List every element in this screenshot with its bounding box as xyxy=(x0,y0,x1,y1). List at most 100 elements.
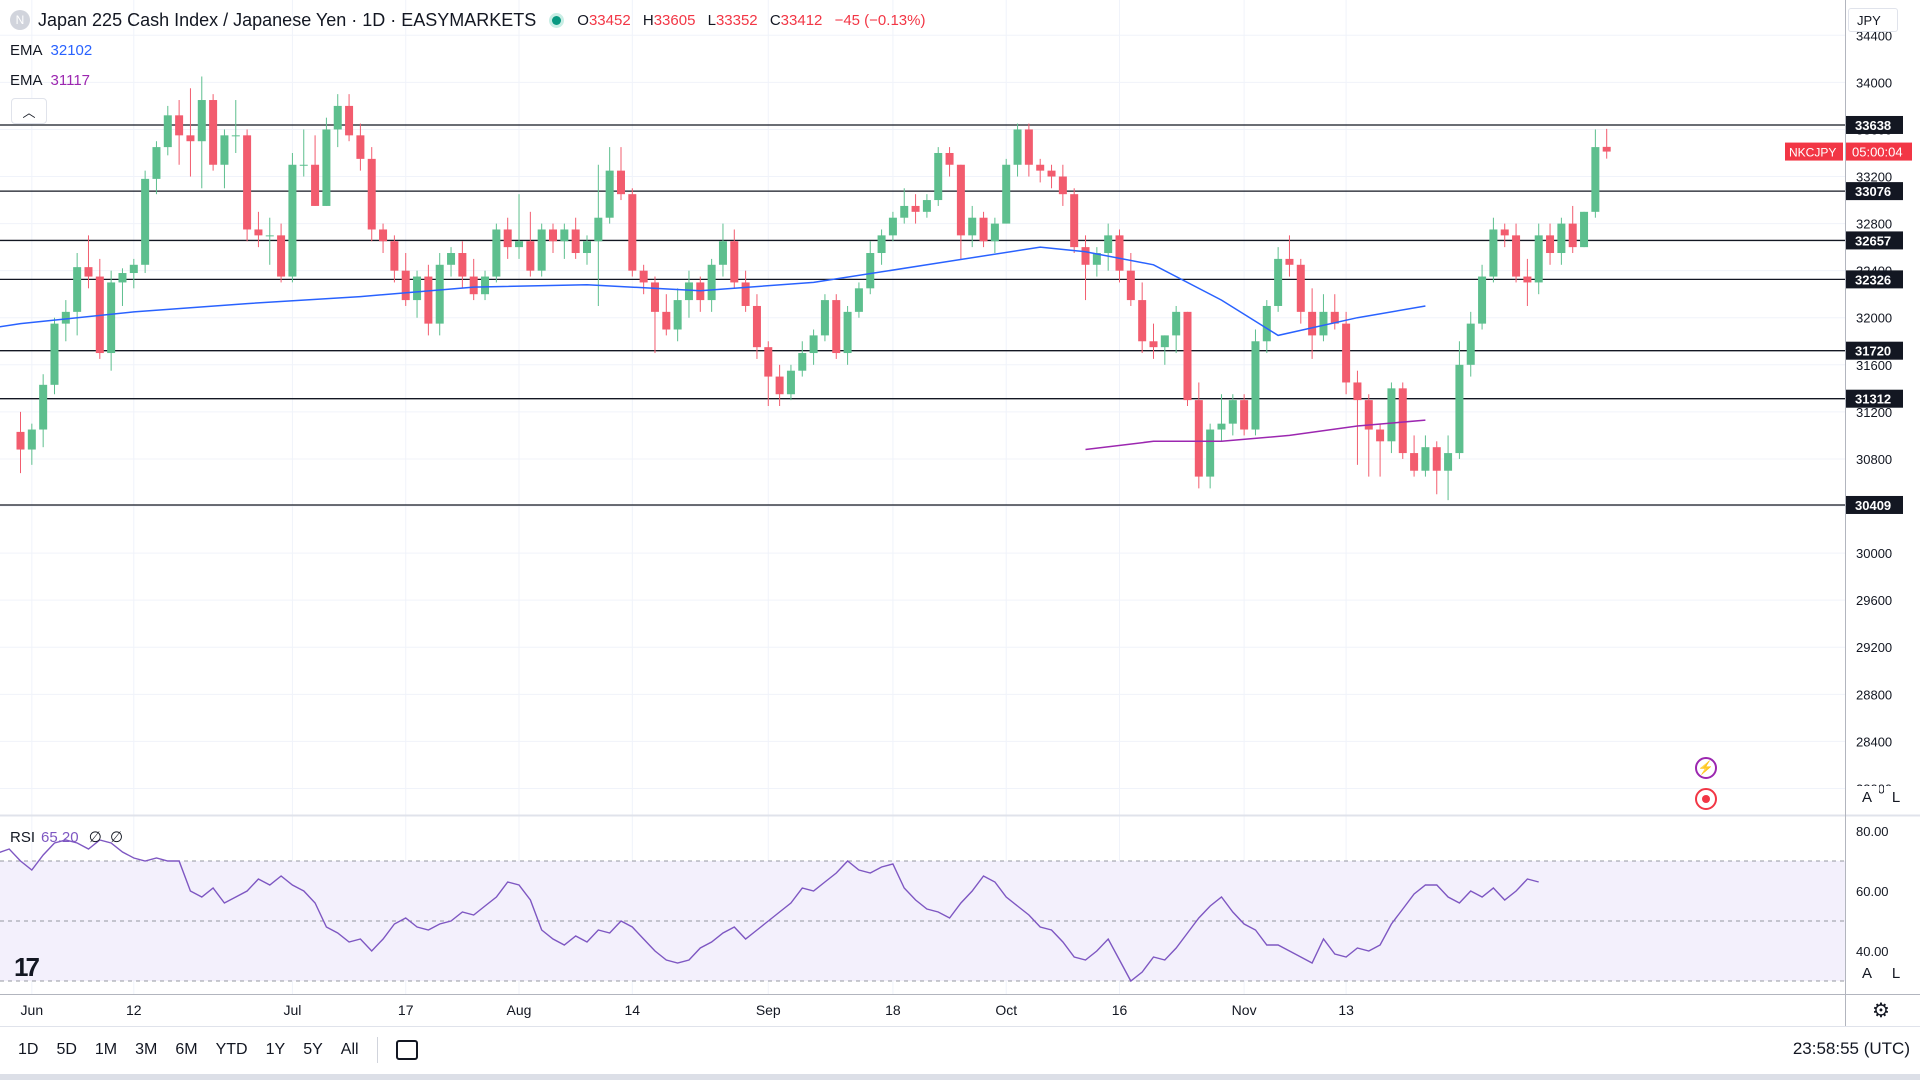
rsi-tick-label: 60.00 xyxy=(1856,884,1889,899)
range-3m[interactable]: 3M xyxy=(135,1041,158,1058)
chart-header: N Japan 225 Cash Index / Japanese Yen · … xyxy=(10,9,933,31)
ema-legend-slow[interactable]: EMA 31117 xyxy=(10,72,91,89)
price-tick-label: 28400 xyxy=(1856,734,1892,749)
candle-body xyxy=(866,253,875,289)
auto-scale-button-main[interactable]: A xyxy=(1855,786,1879,808)
log-scale-button-rsi[interactable]: L xyxy=(1884,962,1908,984)
price-tick-label: 28800 xyxy=(1856,687,1892,702)
range-ytd[interactable]: YTD xyxy=(215,1041,248,1058)
range-5y[interactable]: 5Y xyxy=(303,1041,323,1058)
lightning-icon[interactable]: ⚡ xyxy=(1695,757,1717,779)
time-tick-label: 12 xyxy=(126,1002,142,1018)
candle-body xyxy=(1262,305,1271,342)
symbol-title[interactable]: Japan 225 Cash Index / Japanese Yen · 1D… xyxy=(38,9,537,30)
candle-body xyxy=(356,135,365,159)
candle-body xyxy=(1126,270,1135,301)
candle-body xyxy=(786,370,795,395)
price-tick-label: 34400 xyxy=(1856,28,1892,43)
candle-body xyxy=(1591,147,1600,212)
candle-body xyxy=(1274,258,1283,306)
candle-body xyxy=(1364,400,1373,430)
rsi-legend[interactable]: RSI 65.20 ∅ ∅ xyxy=(10,829,124,846)
candle-body xyxy=(254,229,263,236)
candle-body xyxy=(1376,429,1385,442)
level-axis-box xyxy=(1846,182,1903,201)
time-tick-label: Oct xyxy=(995,1002,1017,1018)
candle-body xyxy=(277,235,286,277)
candle-body xyxy=(1092,253,1101,265)
range-all[interactable]: All xyxy=(340,1041,359,1058)
candle-body xyxy=(752,305,761,348)
auto-scale-button-rsi[interactable]: A xyxy=(1855,962,1879,984)
symbol-logo-icon: N xyxy=(10,10,30,30)
time-tick-label: 13 xyxy=(1338,1002,1354,1018)
chevron-up-icon: ︿ xyxy=(22,104,36,120)
candle-body xyxy=(968,217,977,236)
candle-body xyxy=(1013,129,1022,165)
price-tick-label: 31200 xyxy=(1856,405,1892,420)
candle-body xyxy=(1342,323,1351,383)
candle-body xyxy=(1228,400,1237,424)
collapse-legend-button[interactable]: ︿ xyxy=(11,98,47,124)
currency-selector[interactable]: JPY xyxy=(1848,8,1898,32)
record-icon[interactable] xyxy=(1695,788,1717,810)
price-tick-label: 30800 xyxy=(1856,452,1892,467)
ema-slow-line xyxy=(1085,419,1426,451)
symbol-tag-label: NKCJPY xyxy=(1789,146,1836,160)
candle-body xyxy=(50,323,59,385)
candle-body xyxy=(413,276,422,301)
candle-body xyxy=(730,241,739,283)
candle-body xyxy=(945,152,954,165)
candle-body xyxy=(16,431,25,450)
candle-body xyxy=(1251,341,1260,430)
time-tick-label: Sep xyxy=(756,1002,781,1018)
candle-body xyxy=(197,100,206,142)
candle-body xyxy=(447,253,456,265)
rsi-tick-label: 80.00 xyxy=(1856,824,1889,839)
level-axis-label: 33638 xyxy=(1855,118,1891,133)
level-axis-label: 32657 xyxy=(1855,233,1891,248)
price-tick-label: 29200 xyxy=(1856,640,1892,655)
level-axis-label: 30409 xyxy=(1855,498,1891,513)
candle-body xyxy=(84,267,93,277)
candle-body xyxy=(662,311,671,330)
level-axis-label: 31312 xyxy=(1855,392,1891,407)
bottom-toolbar: 1D 5D 1M 3M 6M YTD 1Y 5Y All xyxy=(0,1026,1920,1074)
candle-body xyxy=(345,105,354,136)
price-tick-label: 34000 xyxy=(1856,75,1892,90)
candle-body xyxy=(605,170,614,218)
candle-body xyxy=(492,229,501,277)
calendar-icon[interactable] xyxy=(395,1040,418,1060)
range-1m[interactable]: 1M xyxy=(94,1041,118,1058)
level-axis-box xyxy=(1846,389,1903,408)
utc-clock[interactable]: 23:58:55 (UTC) xyxy=(1792,1039,1910,1058)
candle-body xyxy=(1387,388,1396,442)
rsi-tick-label: 40.00 xyxy=(1856,944,1889,959)
candle-body xyxy=(458,253,467,277)
price-tick-label: 31600 xyxy=(1856,358,1892,373)
candle-body xyxy=(537,229,546,271)
candle-body xyxy=(1319,311,1328,336)
time-tick-label: 14 xyxy=(625,1002,641,1018)
range-1y[interactable]: 1Y xyxy=(265,1041,286,1058)
candle-body xyxy=(1444,453,1453,471)
ema-legend-fast[interactable]: EMA 32102 xyxy=(10,42,93,59)
time-tick-label: Nov xyxy=(1232,1002,1257,1018)
candle-body xyxy=(798,353,807,371)
range-5d[interactable]: 5D xyxy=(56,1041,77,1058)
candle-body xyxy=(209,100,218,165)
gear-icon[interactable]: ⚙ xyxy=(1872,1000,1890,1022)
time-tick-label: 18 xyxy=(885,1002,901,1018)
candle-body xyxy=(1580,211,1589,248)
bottom-strip xyxy=(0,1074,1920,1080)
candle-body xyxy=(1058,176,1067,195)
candle-body xyxy=(1432,447,1441,471)
level-axis-box xyxy=(1846,341,1903,360)
range-1d[interactable]: 1D xyxy=(18,1041,39,1058)
candle-body xyxy=(61,311,70,324)
time-tick-label: Jun xyxy=(21,1002,44,1018)
log-scale-button-main[interactable]: L xyxy=(1884,786,1908,808)
range-6m[interactable]: 6M xyxy=(175,1041,198,1058)
candle-body xyxy=(934,152,943,201)
